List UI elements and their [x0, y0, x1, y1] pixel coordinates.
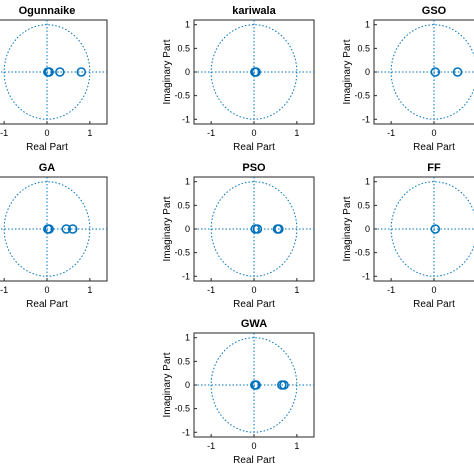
- y-tick-label: 0.5: [177, 43, 190, 53]
- subplot-title: PSO: [242, 162, 266, 174]
- zero-marker: [76, 67, 87, 77]
- zero-marker: [251, 67, 261, 77]
- zero-marker: [274, 224, 284, 234]
- zero-marker: [55, 67, 65, 77]
- y-tick-label: -0.5: [174, 248, 190, 258]
- y-tick-label: 0: [185, 67, 190, 77]
- y-axis-label: Imaginary Part: [162, 352, 173, 417]
- x-tick-label: 0: [431, 128, 436, 138]
- subplot-title: GA: [39, 162, 56, 174]
- zero-marker: [251, 380, 261, 390]
- y-tick-label: -1: [362, 114, 370, 124]
- zero-marker: [279, 380, 289, 390]
- y-tick-label: 0.5: [357, 200, 370, 210]
- y-tick-label: 0.5: [177, 200, 190, 210]
- zero-marker: [44, 224, 54, 234]
- x-tick-label: 1: [294, 285, 299, 295]
- zero-marker: [61, 224, 72, 234]
- x-tick-label: -1: [207, 441, 215, 451]
- y-tick-label: 0.5: [177, 356, 190, 366]
- subplot-title: kariwala: [232, 5, 276, 17]
- y-tick-label: -0.5: [174, 91, 190, 101]
- y-tick-label: -1: [362, 271, 370, 281]
- y-tick-label: -0.5: [354, 91, 370, 101]
- x-tick-label: 0: [44, 128, 49, 138]
- zero-marker: [44, 67, 54, 77]
- y-tick-label: 1: [365, 177, 370, 187]
- subplot-title: GSO: [422, 5, 447, 17]
- x-axis-label: Real Part: [233, 299, 275, 310]
- zero-marker: [430, 224, 441, 234]
- x-tick-label: 0: [431, 285, 436, 295]
- subplot-title: FF: [427, 162, 441, 174]
- y-tick-label: -1: [182, 271, 190, 281]
- x-tick-label: -1: [207, 128, 215, 138]
- x-tick-label: 1: [294, 441, 299, 451]
- x-tick-label: 0: [251, 128, 256, 138]
- y-tick-label: 0: [365, 224, 370, 234]
- y-tick-label: -1: [182, 427, 190, 437]
- x-tick-label: -1: [0, 128, 8, 138]
- y-axis-label: Imaginary Part: [342, 39, 353, 104]
- y-tick-label: 1: [185, 333, 190, 343]
- subplot-title: GWA: [241, 318, 267, 330]
- subplot-6: 1 0.5 0 -0.5 -1 -1 0 1 GWA Real Part Imaginary Par…: [162, 318, 315, 466]
- subplot-1: 1 0.5 0 -0.5 -1 -1 0 1 kariwala Real Part Imaginar…: [162, 5, 315, 153]
- x-axis-label: Real Part: [233, 142, 275, 153]
- x-tick-label: 0: [44, 285, 49, 295]
- x-tick-label: -1: [387, 285, 395, 295]
- y-tick-label: 0: [365, 67, 370, 77]
- y-tick-label: 0: [185, 224, 190, 234]
- y-tick-label: 1: [185, 177, 190, 187]
- y-axis-label: Imaginary Part: [162, 196, 173, 261]
- x-axis-label: Real Part: [413, 142, 455, 153]
- y-axis-label: Imaginary Part: [342, 196, 353, 261]
- zero-marker: [67, 224, 78, 234]
- subplot-title: Ogunnaike: [19, 5, 76, 17]
- x-tick-label: -1: [207, 285, 215, 295]
- x-tick-label: -1: [387, 128, 395, 138]
- x-tick-label: -1: [0, 285, 8, 295]
- zero-marker: [452, 67, 463, 77]
- x-axis-label: Real Part: [233, 455, 275, 466]
- x-axis-label: Real Part: [26, 299, 68, 310]
- subplot-4: 1 0.5 0 -0.5 -1 -1 0 1 PSO Real Part Imaginary Par…: [162, 162, 315, 310]
- y-tick-label: 1: [185, 20, 190, 30]
- x-tick-label: 1: [87, 128, 92, 138]
- x-tick-label: 0: [251, 285, 256, 295]
- y-tick-label: 0: [185, 380, 190, 390]
- x-axis-label: Real Part: [413, 299, 455, 310]
- x-tick-label: 1: [87, 285, 92, 295]
- x-axis-label: Real Part: [26, 142, 68, 153]
- y-axis-label: Imaginary Part: [162, 39, 173, 104]
- y-tick-label: -0.5: [354, 248, 370, 258]
- zero-marker: [252, 224, 263, 234]
- y-tick-label: 0.5: [357, 43, 370, 53]
- y-tick-label: -0.5: [174, 404, 190, 414]
- y-tick-label: -1: [182, 114, 190, 124]
- zero-marker: [430, 67, 441, 77]
- x-tick-label: 0: [251, 441, 256, 451]
- y-tick-label: 1: [365, 20, 370, 30]
- x-tick-label: 1: [294, 128, 299, 138]
